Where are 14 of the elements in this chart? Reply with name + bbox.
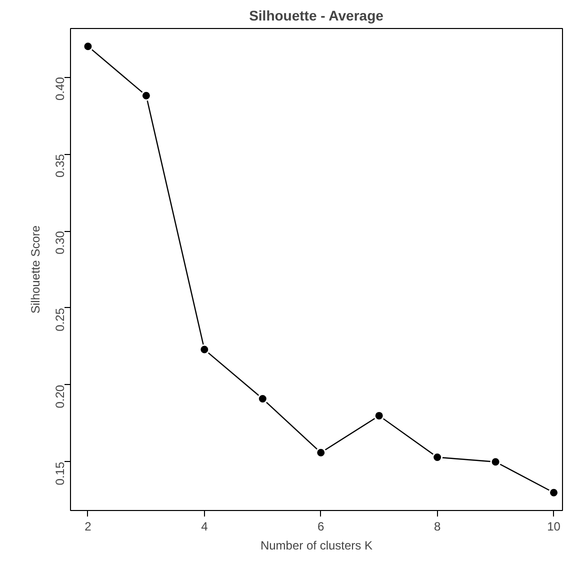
x-tick-label: 10	[547, 520, 561, 534]
x-tick-label: 2	[84, 520, 92, 534]
y-axis-title: Silhouette Score	[28, 225, 42, 314]
x-axis-title: Number of clusters K	[260, 538, 373, 552]
y-tick-label: 0.40	[53, 76, 67, 100]
chart-title: Silhouette - Average	[249, 8, 384, 24]
y-tick-label: 0.15	[53, 462, 67, 486]
x-tick-label: 6	[318, 520, 325, 534]
y-tick-label: 0.20	[53, 384, 67, 408]
x-tick-label: 8	[434, 520, 441, 534]
y-tick-label: 0.35	[53, 154, 67, 178]
y-tick-label: 0.25	[53, 308, 67, 332]
x-tick-label: 4	[201, 520, 208, 534]
y-tick-label: 0.30	[53, 230, 67, 254]
